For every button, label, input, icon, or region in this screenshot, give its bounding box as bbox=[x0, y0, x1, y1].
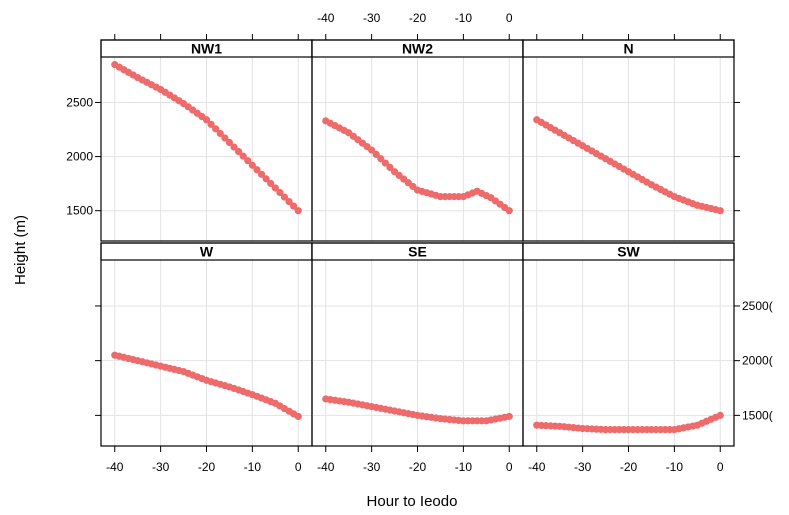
x-tick-label: -20 bbox=[620, 460, 638, 474]
data-point bbox=[285, 198, 293, 206]
panel-w: W bbox=[100, 242, 313, 447]
y-tick-label: 2500( bbox=[742, 299, 773, 313]
strip-label-sw: SW bbox=[617, 244, 640, 260]
y-axis-title: Height (m) bbox=[12, 215, 29, 285]
strip-label-se: SE bbox=[408, 244, 427, 260]
data-point bbox=[294, 412, 302, 421]
x-tick-label: 0 bbox=[506, 460, 513, 474]
x-tick-label: -20 bbox=[409, 11, 427, 25]
data-point bbox=[239, 152, 247, 160]
y-tick-label: 1500 bbox=[66, 204, 93, 218]
data-point bbox=[257, 170, 266, 178]
series-points bbox=[533, 116, 724, 215]
x-tick-label: -30 bbox=[363, 460, 381, 474]
x-tick-label: 0 bbox=[506, 11, 513, 25]
data-point bbox=[377, 155, 385, 163]
x-tick-label: -30 bbox=[363, 11, 381, 25]
data-point bbox=[505, 412, 513, 421]
x-tick-label: -10 bbox=[666, 460, 684, 474]
x-axis-title: Hour to Ieodo bbox=[367, 493, 458, 510]
axes-layer: -40 -30 -20 -10 0 -40 -30 -20 -10 0 -40 -30 -20 -10 0 -… bbox=[66, 11, 772, 474]
data-point bbox=[368, 146, 376, 154]
data-point bbox=[276, 188, 284, 197]
panel-n: N bbox=[522, 39, 735, 242]
data-point bbox=[372, 150, 380, 159]
series-points bbox=[533, 411, 724, 434]
x-tick-label: -40 bbox=[528, 460, 546, 474]
y-tick-label: 2500 bbox=[66, 95, 93, 109]
x-tick-label: -40 bbox=[106, 460, 124, 474]
data-point bbox=[505, 207, 513, 215]
x-tick-label: -10 bbox=[455, 460, 473, 474]
data-point bbox=[230, 143, 238, 151]
data-point bbox=[221, 134, 229, 142]
x-tick-label: -20 bbox=[198, 460, 216, 474]
strip-label-n: N bbox=[623, 41, 633, 57]
data-point bbox=[248, 161, 256, 169]
panel-nw2: NW2 bbox=[311, 39, 524, 242]
y-tick-label: 2000 bbox=[66, 150, 93, 164]
data-point bbox=[381, 159, 389, 167]
data-point bbox=[207, 120, 215, 128]
data-point bbox=[244, 157, 252, 165]
data-point bbox=[280, 193, 289, 201]
data-point bbox=[253, 166, 261, 174]
x-tick-label: -10 bbox=[244, 460, 262, 474]
panels-layer: NW1 NW2 N W SE SW bbox=[100, 39, 735, 447]
data-point bbox=[294, 207, 302, 215]
data-point bbox=[267, 179, 275, 188]
x-tick-label: -20 bbox=[409, 460, 427, 474]
panel-se: SE bbox=[311, 242, 524, 447]
x-tick-label: 0 bbox=[295, 460, 302, 474]
data-point bbox=[202, 116, 211, 124]
series-points bbox=[322, 117, 513, 215]
data-point bbox=[225, 138, 234, 147]
series-points bbox=[111, 351, 302, 421]
data-point bbox=[262, 175, 270, 183]
strip-label-nw2: NW2 bbox=[402, 41, 433, 57]
x-tick-label: -10 bbox=[455, 11, 473, 25]
series-points bbox=[322, 395, 513, 425]
x-tick-label: -40 bbox=[317, 11, 335, 25]
strip-label-w: W bbox=[200, 244, 214, 260]
data-point bbox=[716, 207, 724, 215]
series-points bbox=[111, 60, 302, 215]
y-tick-label: 2000( bbox=[742, 354, 773, 368]
data-point bbox=[290, 202, 298, 210]
panel-nw1: NW1 bbox=[100, 39, 313, 242]
x-tick-label: -40 bbox=[317, 460, 335, 474]
data-point bbox=[271, 184, 279, 192]
data-point bbox=[386, 163, 394, 171]
data-point bbox=[716, 411, 724, 419]
x-tick-label: -30 bbox=[574, 460, 592, 474]
strip-label-nw1: NW1 bbox=[191, 41, 222, 57]
data-point bbox=[216, 129, 224, 138]
data-point bbox=[235, 147, 243, 156]
panel-sw: SW bbox=[522, 242, 735, 447]
y-tick-label: 1500( bbox=[742, 408, 773, 422]
x-tick-label: -30 bbox=[152, 460, 170, 474]
data-point bbox=[212, 125, 220, 133]
x-tick-label: 0 bbox=[717, 460, 724, 474]
